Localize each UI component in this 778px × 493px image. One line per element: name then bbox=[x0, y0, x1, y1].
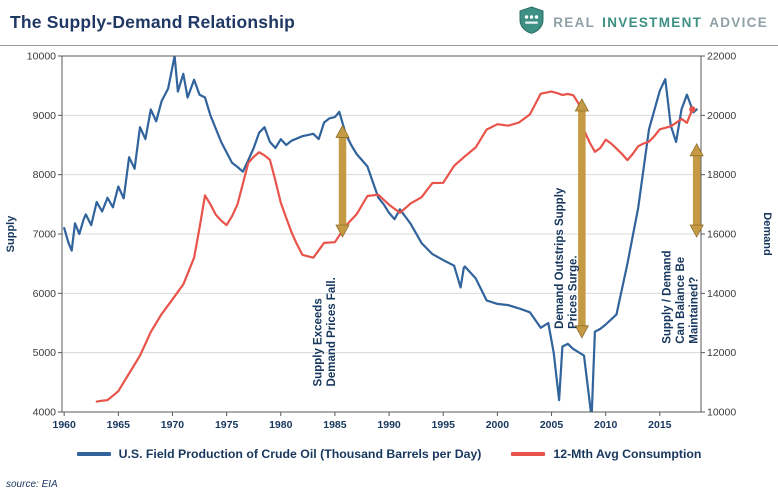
x-tick-label: 1995 bbox=[432, 419, 456, 431]
brand-logo: REAL INVESTMENT ADVICE bbox=[518, 6, 768, 39]
annotation-text: Supply Exceeds Demand Prices Fall. bbox=[313, 277, 339, 386]
y-left-tick-label: 5000 bbox=[33, 347, 57, 359]
y-right-tick-label: 22000 bbox=[707, 51, 736, 63]
brand-word-advice: ADVICE bbox=[709, 15, 768, 30]
y-right-tick-label: 12000 bbox=[707, 347, 736, 359]
axis-titles: Supply Demand bbox=[5, 212, 773, 255]
y-right-tick-label: 18000 bbox=[707, 169, 736, 181]
y-left-tick-label: 9000 bbox=[33, 110, 57, 122]
x-tick-label: 1985 bbox=[323, 419, 347, 431]
supply-demand-chart: 4000 5000 6000 7000 8000 9000 10000 10000 12000 1… bbox=[5, 51, 773, 432]
y-left-tick-label: 6000 bbox=[33, 288, 57, 300]
x-tick-label: 1965 bbox=[107, 419, 131, 431]
legend-label-demand: 12-Mth Avg Consumption bbox=[553, 447, 702, 461]
annotation-text-line: Supply / Demand bbox=[661, 250, 673, 343]
page-title: The Supply-Demand Relationship bbox=[10, 12, 296, 32]
annotation-arrow-head-down bbox=[689, 224, 704, 238]
x-tick-label: 1970 bbox=[161, 419, 185, 431]
annotation-text-line: Prices Surge. bbox=[568, 255, 580, 329]
axis-ticks: 4000 5000 6000 7000 8000 9000 10000 10000 12000 1… bbox=[27, 51, 737, 432]
source-note: source: EIA bbox=[6, 479, 58, 490]
annotation-arrow-head-down bbox=[574, 325, 590, 339]
x-tick-label: 1960 bbox=[52, 419, 76, 431]
annotation-arrow-head-up bbox=[574, 98, 590, 112]
y-right-tick-label: 20000 bbox=[707, 110, 736, 122]
supply-line-swatch bbox=[76, 452, 111, 456]
annotation-arrow-head-down bbox=[335, 224, 350, 238]
annotation-text-line: Demand Prices Fall. bbox=[326, 277, 338, 386]
header: The Supply-Demand Relationship REAL INVE… bbox=[0, 0, 778, 46]
demand-line bbox=[95, 90, 694, 403]
brand-wordmark: REAL INVESTMENT ADVICE bbox=[553, 15, 768, 30]
annotation-text: Supply / Demand Can Balance Be Maintained? bbox=[661, 250, 700, 343]
supply-line bbox=[63, 56, 698, 412]
y-left-tick-label: 4000 bbox=[33, 407, 57, 419]
gridlines bbox=[62, 55, 701, 413]
annotation-text-line: Demand Outstrips Supply bbox=[554, 187, 566, 329]
right-axis-title: Demand bbox=[761, 212, 773, 255]
legend-item-supply: U.S. Field Production of Crude Oil (Thou… bbox=[76, 447, 482, 461]
x-tick-label: 2000 bbox=[486, 419, 510, 431]
y-right-tick-label: 14000 bbox=[707, 288, 736, 300]
annotation-text: Demand Outstrips Supply Prices Surge. bbox=[554, 187, 580, 329]
legend: U.S. Field Production of Crude Oil (Thou… bbox=[0, 447, 778, 461]
annotation-text-line: Supply Exceeds bbox=[313, 298, 325, 386]
annotation-arrow-head-up bbox=[689, 142, 704, 157]
y-right-tick-label: 16000 bbox=[707, 229, 736, 241]
brand-word-real: REAL bbox=[553, 15, 596, 30]
x-tick-label: 1975 bbox=[215, 419, 239, 431]
annotation-text-line: Can Balance Be bbox=[675, 257, 687, 344]
y-left-tick-label: 8000 bbox=[33, 169, 57, 181]
demand-end-marker bbox=[689, 106, 696, 113]
shield-icon bbox=[518, 6, 545, 39]
y-left-tick-label: 10000 bbox=[27, 51, 56, 63]
annotation-text-line: Maintained? bbox=[688, 277, 700, 344]
legend-item-demand: 12-Mth Avg Consumption bbox=[511, 447, 701, 461]
x-tick-label: 1980 bbox=[269, 419, 293, 431]
x-tick-label: 1990 bbox=[377, 419, 401, 431]
annotations: Supply Exceeds Demand Prices Fall.Demand … bbox=[313, 98, 704, 386]
series-lines bbox=[63, 56, 698, 412]
left-axis-title: Supply bbox=[5, 215, 17, 253]
x-tick-label: 2010 bbox=[594, 419, 618, 431]
x-tick-label: 2015 bbox=[648, 419, 672, 431]
legend-label-supply: U.S. Field Production of Crude Oil (Thou… bbox=[118, 447, 482, 461]
y-right-tick-label: 10000 bbox=[707, 407, 736, 419]
annotation-arrow-head-up bbox=[335, 124, 350, 138]
x-tick-label: 2005 bbox=[540, 419, 564, 431]
demand-line-swatch bbox=[511, 452, 546, 456]
brand-word-investment: INVESTMENT bbox=[602, 15, 703, 30]
y-left-tick-label: 7000 bbox=[33, 229, 57, 241]
